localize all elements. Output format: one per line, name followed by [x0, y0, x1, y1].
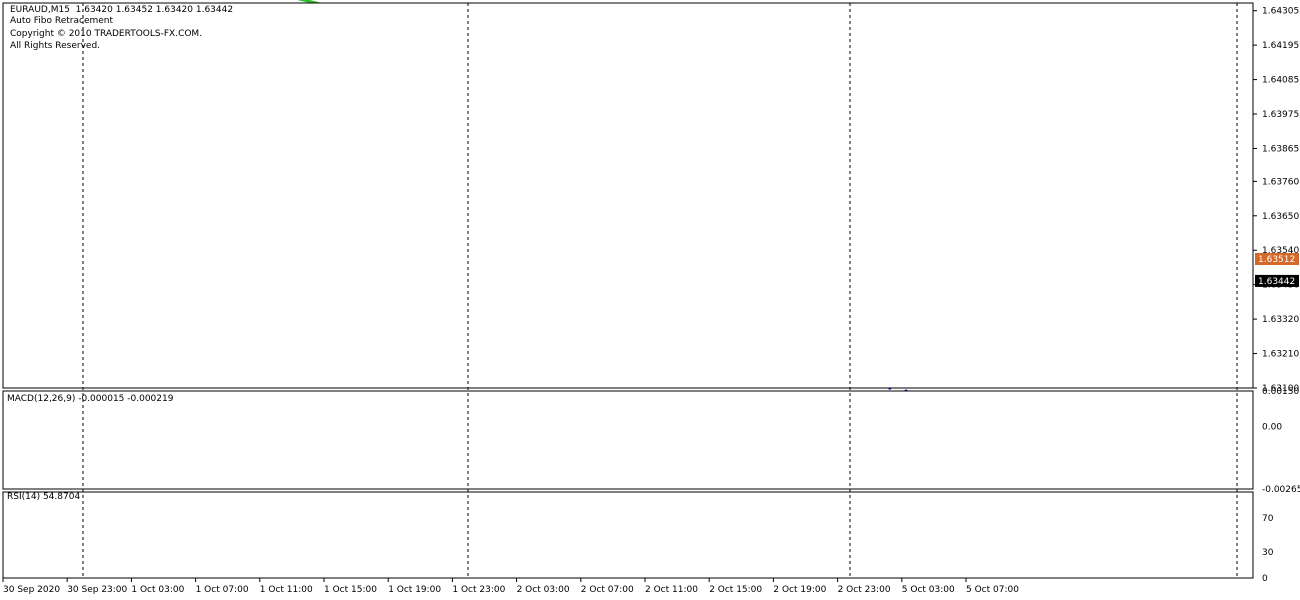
time-tick-label: 1 Oct 23:00 [452, 585, 505, 595]
price-tick-label: 1.64085 [1262, 76, 1299, 86]
marked-price-label: 1.63512 [1258, 255, 1295, 265]
rsi-tick-label: 30 [1262, 548, 1274, 558]
rights-text: All Rights Reserved. [10, 41, 101, 51]
time-tick-label: 2 Oct 07:00 [581, 585, 634, 595]
price-tick-label: 1.63320 [1262, 315, 1299, 325]
macd-frame [2, 390, 1254, 490]
macd-tick-label: -0.002658 [1262, 485, 1300, 495]
price-tick-label: 1.63210 [1262, 350, 1299, 360]
price-tick-label: 1.63865 [1262, 144, 1299, 154]
rsi-label: RSI(14) 54.8704 [7, 492, 81, 502]
price-tick-label: 1.63540 [1262, 246, 1299, 256]
time-tick-label: 2 Oct 03:00 [517, 585, 570, 595]
time-tick-label: 1 Oct 03:00 [131, 585, 184, 595]
time-tick-label: 2 Oct 23:00 [838, 585, 891, 595]
time-tick-label: 2 Oct 11:00 [645, 585, 698, 595]
time-tick-label: 1 Oct 19:00 [388, 585, 441, 595]
time-tick-label: 1 Oct 15:00 [324, 585, 377, 595]
time-tick-label: 5 Oct 07:00 [966, 585, 1019, 595]
price-tick-label: 1.63100 [1262, 384, 1299, 394]
macd-label: MACD(12,26,9) -0.000015 -0.000219 [7, 394, 174, 404]
time-tick-label: 30 Sep 23:00 [67, 585, 127, 595]
rsi-tick-label: 70 [1262, 514, 1274, 524]
main-frame [2, 2, 1254, 389]
price-tick-label: 1.64305 [1262, 7, 1299, 17]
time-tick-label: 30 Sep 2020 [3, 585, 60, 595]
symbol-header: EURAUD,M15 1.63420 1.63452 1.63420 1.634… [10, 5, 234, 15]
price-tick-label: 1.63760 [1262, 177, 1299, 187]
price-tick-label: 1.63975 [1262, 110, 1299, 120]
current-price-badge [1255, 274, 1299, 287]
time-tick-label: 2 Oct 15:00 [709, 585, 762, 595]
time-tick-label: 1 Oct 11:00 [260, 585, 313, 595]
time-tick-label: 5 Oct 03:00 [902, 585, 955, 595]
macd-tick-label: 0.00 [1262, 422, 1282, 432]
current-price-label: 1.63442 [1258, 277, 1295, 287]
price-tick-label: 1.63650 [1262, 212, 1299, 222]
time-tick-label: 2 Oct 19:00 [773, 585, 826, 595]
indicator-name: Auto Fibo Retracement [10, 16, 114, 26]
price-tick-label: 1.64195 [1262, 41, 1299, 51]
time-tick-label: 1 Oct 07:00 [196, 585, 249, 595]
rsi-frame [2, 491, 1254, 579]
marked-price-badge [1255, 252, 1299, 265]
copyright-text: Copyright © 2010 TRADERTOOLS-FX.COM. [10, 29, 203, 39]
rsi-tick-label: 0 [1262, 574, 1268, 584]
macd-tick-label: 0.001502 [1262, 387, 1300, 397]
